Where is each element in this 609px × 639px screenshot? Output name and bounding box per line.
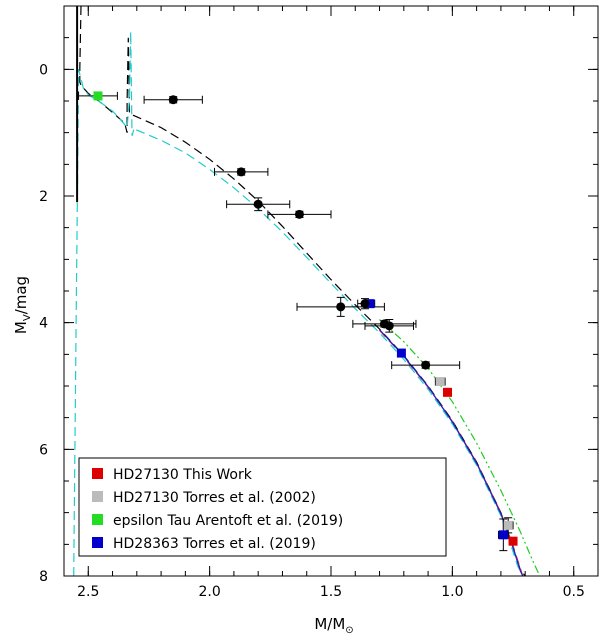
data-point-s5-p2 xyxy=(236,167,246,177)
legend-label: epsilon Tau Arentoft et al. (2019) xyxy=(113,513,343,529)
legend-label: HD28363 Torres et al. (2019) xyxy=(113,536,316,552)
legend-swatch xyxy=(92,491,103,502)
model-tracks xyxy=(73,6,541,576)
data-point-s5-p8 xyxy=(384,321,394,331)
data-points xyxy=(93,91,518,546)
y-tick-label: 4 xyxy=(39,316,48,332)
data-point-s4-p2 xyxy=(396,348,406,358)
legend-swatch xyxy=(92,514,103,525)
x-tick-label: 2.0 xyxy=(199,584,221,600)
legend: HD27130 This Work HD27130 Torres et al. (… xyxy=(78,457,447,557)
x-tick-label: 2.5 xyxy=(77,584,99,600)
data-point-s1-p2 xyxy=(508,536,518,546)
legend-label: HD27130 Torres et al. (2002) xyxy=(113,490,316,506)
model-track-3 xyxy=(379,319,541,576)
y-tick-label: 0 xyxy=(39,62,48,78)
y-tick-label: 6 xyxy=(39,442,48,458)
legend-box xyxy=(78,457,447,557)
model-track-5 xyxy=(379,329,524,576)
data-point-s4-p1 xyxy=(365,299,375,309)
data-point-s3-p1 xyxy=(93,91,103,101)
data-point-s5-p6 xyxy=(360,299,370,309)
x-axis-label-sub: ⊙ xyxy=(345,625,353,636)
data-point-s5-p9 xyxy=(421,360,431,370)
legend-label: HD27130 This Work xyxy=(113,467,253,483)
legend-swatch xyxy=(92,468,103,479)
data-point-s1-p1 xyxy=(443,387,453,397)
data-point-s4-p3 xyxy=(498,530,508,540)
x-tick-label: 1.5 xyxy=(320,584,342,600)
x-tick-label: 0.5 xyxy=(563,584,585,600)
data-point-s5-p4 xyxy=(294,209,304,219)
y-axis-label: MV/mag xyxy=(12,276,33,334)
data-point-s2-p2 xyxy=(503,520,513,530)
y-tick-label: 8 xyxy=(39,569,48,585)
legend-swatch xyxy=(92,537,103,548)
axes: 2.5 2.0 1.5 1.0 0.5 0 2 4 6 8 xyxy=(39,5,599,600)
y-tick-label: 2 xyxy=(39,189,48,205)
y-axis-label-main: M xyxy=(12,321,30,334)
y-axis-label-sub: V xyxy=(22,314,33,321)
x-tick-label: 1.0 xyxy=(441,584,463,600)
x-axis-label: M/M⊙ xyxy=(314,615,353,636)
x-axis-label-main: M/M xyxy=(314,615,345,633)
data-point-s5-p1 xyxy=(168,95,178,105)
data-point-s5-p5 xyxy=(336,302,346,312)
data-point-s2-p1 xyxy=(435,377,445,387)
data-point-s5-p3 xyxy=(253,199,263,209)
y-axis-label-unit: /mag xyxy=(12,276,30,314)
